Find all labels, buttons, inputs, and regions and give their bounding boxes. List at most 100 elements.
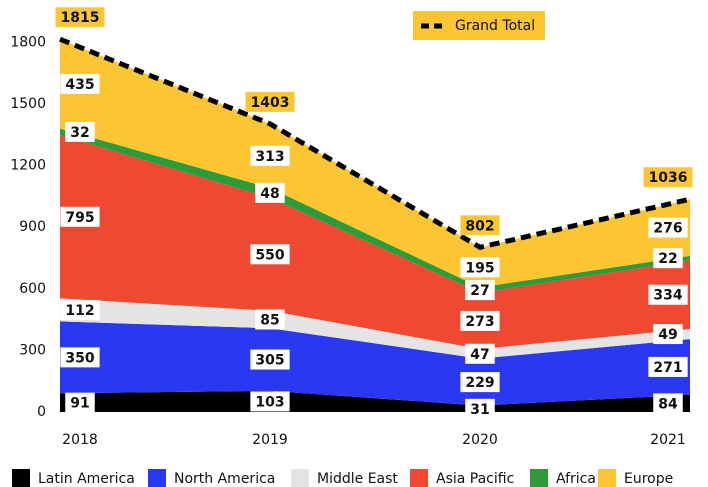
data-label: 795 xyxy=(65,210,94,226)
total-label: 802 xyxy=(465,218,494,234)
total-label-box xyxy=(643,167,693,188)
data-label: 229 xyxy=(465,375,494,391)
x-tick-label: 2020 xyxy=(462,432,498,448)
legend-swatch xyxy=(291,469,309,487)
data-label-box xyxy=(653,248,683,269)
data-label: 85 xyxy=(255,309,285,330)
data-label: 305 xyxy=(255,353,284,369)
total-label: 1036 xyxy=(649,170,688,186)
legend-label: Middle East xyxy=(317,471,398,487)
data-label-box xyxy=(465,398,495,419)
data-label-box xyxy=(60,206,100,227)
total-label-box xyxy=(245,91,295,112)
legend-label: Grand Total xyxy=(455,18,535,34)
area xyxy=(60,135,690,349)
area xyxy=(60,321,690,406)
data-label: 795 xyxy=(60,206,100,227)
data-label-box xyxy=(460,310,500,331)
area xyxy=(60,298,690,359)
data-label-box xyxy=(648,284,688,305)
data-label: 350 xyxy=(60,347,100,368)
legend-label: Europe xyxy=(624,471,673,487)
data-label: 313 xyxy=(250,145,290,166)
legend-label: Africa xyxy=(556,471,596,487)
data-label-box xyxy=(60,299,100,320)
data-label-box xyxy=(250,349,290,370)
x-tick-label: 2018 xyxy=(62,432,98,448)
data-label: 305 xyxy=(250,349,290,370)
data-label: 273 xyxy=(465,314,494,330)
total-label: 1403 xyxy=(245,91,295,112)
data-label: 84 xyxy=(658,396,678,412)
data-label: 85 xyxy=(260,312,279,328)
y-tick-label: 1500 xyxy=(10,96,46,112)
data-label: 313 xyxy=(255,149,284,165)
data-label: 91 xyxy=(70,396,89,412)
data-label-box xyxy=(60,347,100,368)
data-label: 84 xyxy=(653,393,683,414)
data-label: 49 xyxy=(653,324,683,345)
data-label: 276 xyxy=(653,221,682,237)
data-label-box xyxy=(250,391,290,412)
data-label-box xyxy=(460,257,500,278)
data-label-box xyxy=(465,280,495,301)
area xyxy=(60,390,690,412)
data-label: 31 xyxy=(465,398,495,419)
data-label: 48 xyxy=(260,186,279,202)
data-label-box xyxy=(653,324,683,345)
data-label: 276 xyxy=(648,217,688,238)
legend-label: North America xyxy=(174,471,275,487)
data-label-box xyxy=(460,372,500,393)
total-line xyxy=(59,36,691,250)
data-label-box xyxy=(250,145,290,166)
data-label: 32 xyxy=(70,125,89,141)
data-label: 271 xyxy=(653,360,682,376)
data-label: 27 xyxy=(465,280,495,301)
data-label: 47 xyxy=(470,347,489,363)
y-tick-label: 300 xyxy=(19,342,46,358)
data-label: 435 xyxy=(60,73,100,94)
data-label: 273 xyxy=(460,310,500,331)
y-tick-label: 600 xyxy=(19,281,46,297)
data-label-box xyxy=(648,217,688,238)
data-label: 112 xyxy=(65,303,94,319)
data-label: 195 xyxy=(465,260,494,276)
data-label-box xyxy=(65,121,95,142)
data-label-box xyxy=(465,343,495,364)
data-label: 47 xyxy=(465,343,495,364)
data-label: 48 xyxy=(255,182,285,203)
data-label: 49 xyxy=(658,327,677,343)
legend-label: Latin America xyxy=(38,471,135,487)
data-label: 32 xyxy=(65,121,95,142)
total-label: 1815 xyxy=(61,10,100,26)
data-label-box xyxy=(255,182,285,203)
data-label-box xyxy=(653,393,683,414)
data-label-box xyxy=(648,356,688,377)
legend-swatch xyxy=(12,469,30,487)
data-label-box xyxy=(60,73,100,94)
total-label: 802 xyxy=(460,215,500,236)
data-label: 195 xyxy=(460,257,500,278)
data-label: 103 xyxy=(250,391,290,412)
data-label: 550 xyxy=(250,244,290,265)
data-label-box xyxy=(250,244,290,265)
legend-swatch xyxy=(598,469,616,487)
x-tick-label: 2019 xyxy=(252,432,288,448)
y-tick-label: 1200 xyxy=(10,158,46,174)
data-label-box xyxy=(255,309,285,330)
data-label: 22 xyxy=(653,248,683,269)
y-tick-label: 1800 xyxy=(10,34,46,50)
total-label-box xyxy=(460,215,500,236)
data-label: 22 xyxy=(658,251,677,267)
data-label: 334 xyxy=(648,284,688,305)
data-label: 112 xyxy=(60,299,100,320)
data-label: 103 xyxy=(255,394,284,410)
legend-swatch xyxy=(410,469,428,487)
total-label: 1036 xyxy=(643,167,693,188)
data-label-box xyxy=(65,392,95,413)
data-label: 435 xyxy=(65,77,94,93)
data-label: 31 xyxy=(470,402,489,418)
data-label: 334 xyxy=(653,288,682,304)
legend-swatch xyxy=(148,469,166,487)
